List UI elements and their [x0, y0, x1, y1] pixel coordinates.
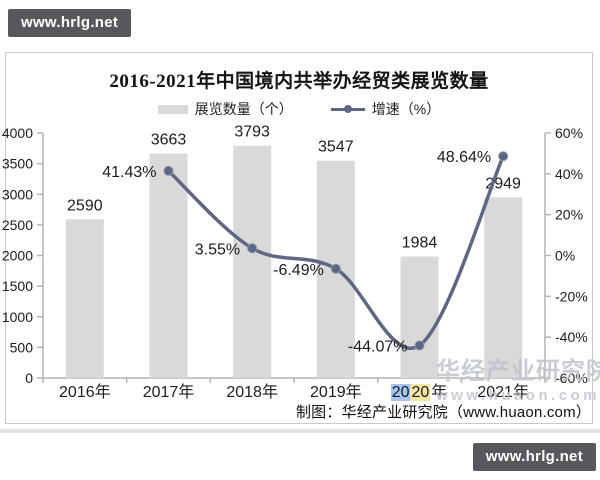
- bar-value-label: 3793: [234, 124, 270, 141]
- bar-value-label: 3663: [151, 132, 187, 149]
- site-watermark-badge-top: www.hrlg.net: [8, 9, 132, 37]
- page-divider-strip: [0, 429, 600, 433]
- y-right-tick-label: 20%: [555, 207, 583, 223]
- bar-2017年: [149, 153, 188, 378]
- y-left-tick-label: 0: [25, 370, 33, 386]
- growth-rate-label: -44.07%: [348, 338, 408, 355]
- bar-legend-label: 展览数量（个）: [194, 101, 293, 117]
- growth-rate-line: [166, 154, 505, 350]
- y-left-tick-label: 3000: [2, 186, 33, 202]
- line-legend-label: 增速（%）: [371, 101, 441, 117]
- line-marker-2017年: [163, 165, 174, 176]
- bar-2020年: [400, 256, 439, 378]
- bar-2018年: [233, 145, 272, 378]
- y-right-tick-label: 40%: [555, 166, 583, 182]
- y-left-tick-label: 500: [10, 339, 34, 355]
- line-marker-2018年: [247, 243, 258, 254]
- line-marker-2020年: [414, 340, 425, 351]
- growth-rate-label: -6.49%: [273, 262, 324, 279]
- y-left-tick-label: 2000: [2, 248, 33, 264]
- y-right-tick-label: -20%: [555, 288, 588, 304]
- line-legend-swatch: [330, 104, 365, 114]
- y-right-tick-label: -40%: [555, 329, 588, 345]
- y-left-tick-label: 1000: [2, 309, 33, 325]
- y-right-tick-label: 60%: [555, 125, 583, 141]
- legend-item-bars: 展览数量（个）: [157, 99, 293, 119]
- y-left-tick-label: 3500: [2, 156, 33, 172]
- bar-2021年: [484, 197, 523, 378]
- y-right-tick-label: 0%: [555, 248, 575, 264]
- bar-value-label: 2590: [67, 197, 103, 214]
- chart-legend: 展览数量（个） 增速（%）: [6, 99, 592, 119]
- y-left-tick-label: 2500: [2, 217, 33, 233]
- y-left-tick-label: 4000: [2, 125, 33, 141]
- growth-rate-label: 3.55%: [195, 241, 240, 258]
- growth-rate-label: 48.64%: [437, 149, 491, 166]
- line-marker-2021年: [498, 151, 509, 162]
- chart-source-caption: 制图：华经产业研究院（www.huaon.com）: [295, 404, 591, 421]
- chart-title: 2016-2021年中国境内共举办经贸类展览数量: [109, 71, 489, 92]
- growth-rate-label: 41.43%: [102, 164, 156, 181]
- y-right-tick-label: -60%: [555, 370, 588, 386]
- bar-2016年: [65, 219, 104, 378]
- legend-item-line: 增速（%）: [330, 99, 441, 119]
- site-watermark-badge-bottom: www.hrlg.net: [472, 443, 596, 471]
- y-left-tick-label: 1500: [2, 278, 33, 294]
- line-marker-2019年: [330, 263, 341, 274]
- bar-value-label: 1984: [402, 234, 438, 251]
- bar-legend-swatch: [157, 104, 188, 114]
- bar-value-label: 3547: [318, 139, 354, 156]
